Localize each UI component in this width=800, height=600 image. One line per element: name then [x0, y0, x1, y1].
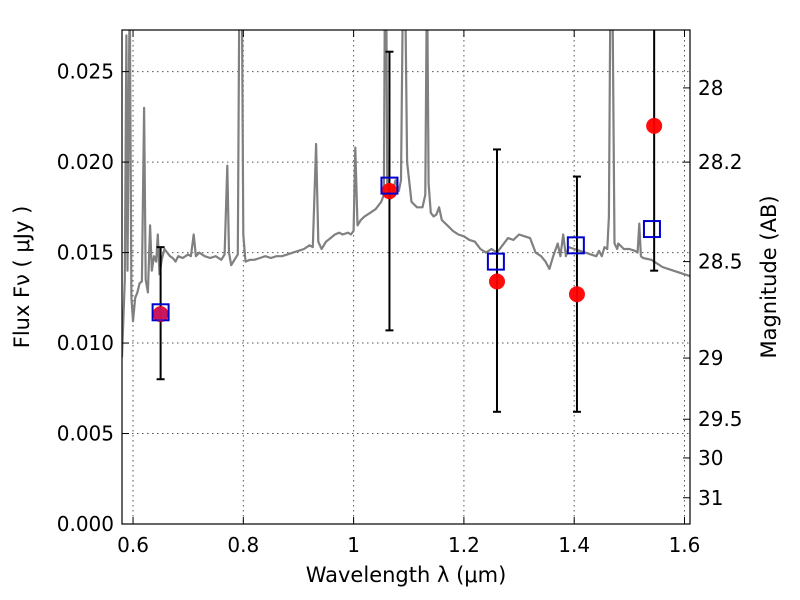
y-tick-label: 0.025 [57, 60, 114, 84]
y2-tick-label: 28.2 [698, 150, 743, 174]
y2-tick-label: 30 [698, 446, 723, 470]
y2-tick-label: 28 [698, 76, 723, 100]
ticks-layer: 0.6 0.8 1 1.2 1.4 1.6 0.000 0.005 0.010 0.015 0.02… [57, 30, 743, 557]
y-tick-label: 0.000 [57, 512, 114, 536]
y2-tick-label: 29.5 [698, 407, 743, 431]
x-tick-label: 0.8 [227, 533, 259, 557]
y-axis-title: Flux Fν ( μJy ) [10, 206, 34, 349]
model-point [380, 176, 399, 195]
model-point [566, 236, 585, 255]
y2-tick-label: 28.5 [698, 250, 743, 274]
x-tick-label: 0.6 [117, 533, 149, 557]
y2-tick-label: 29 [698, 346, 723, 370]
y2-tick-label: 31 [698, 486, 723, 510]
model-point [486, 252, 505, 271]
plot-frame [121, 29, 691, 525]
y2-axis-title: Magnitude (AB) [757, 195, 781, 358]
model-point [642, 220, 661, 239]
marker-layer [151, 117, 663, 323]
y-tick-label: 0.020 [57, 150, 114, 174]
observed-point [381, 183, 398, 200]
overlap-point [153, 307, 168, 322]
x-axis-title: Wavelength λ (μm) [306, 563, 507, 587]
x-tick-label: 1.4 [558, 533, 590, 557]
x-tick-label: 1 [347, 533, 360, 557]
observed-point [488, 273, 505, 290]
y-tick-label: 0.010 [57, 331, 114, 355]
x-tick-label: 1.6 [669, 533, 701, 557]
y-tick-label: 0.015 [57, 241, 114, 265]
y-tick-label: 0.005 [57, 422, 114, 446]
x-tick-label: 1.2 [448, 533, 480, 557]
observed-point [646, 117, 663, 134]
observed-point [568, 286, 585, 303]
